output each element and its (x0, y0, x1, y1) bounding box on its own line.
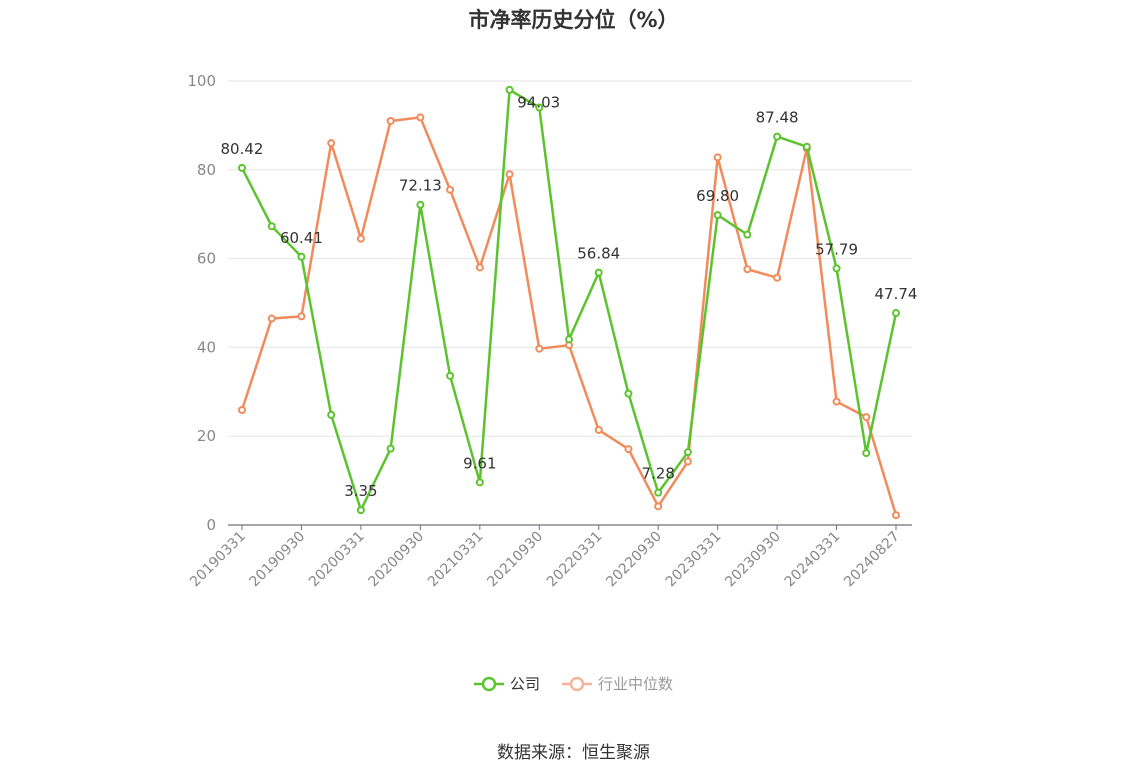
series-line-company (240, 88, 898, 512)
legend-item-industry-median[interactable]: 行业中位数 (562, 673, 673, 694)
data-point-company (475, 478, 484, 487)
x-tick-label: 20220930 (603, 529, 665, 591)
data-point-company (683, 448, 692, 457)
data-point-industry-median (386, 116, 395, 125)
grid-lines (228, 80, 912, 437)
data-point-industry-median (505, 170, 514, 179)
data-label: 60.41 (280, 229, 323, 247)
data-point-industry-median (535, 344, 544, 353)
data-point-company (535, 103, 544, 112)
data-point-company (565, 335, 573, 344)
x-tick-label: 20240331 (782, 529, 844, 591)
data-labels: 80.42 60.41 3.35 72.13 9.61 94.03 56.84 7.28 69.… (221, 94, 918, 501)
data-point-company (267, 222, 276, 231)
data-point-company (713, 211, 722, 220)
data-label: 72.13 (399, 177, 442, 195)
x-tick-label: 20230331 (663, 529, 725, 591)
data-point-company (327, 410, 336, 419)
data-point-industry-median (267, 314, 276, 323)
data-label: 9.61 (463, 454, 496, 472)
series-line-industry-median (240, 116, 898, 516)
data-point-company (624, 389, 633, 398)
data-label: 87.48 (756, 109, 799, 127)
chart-title: 市净率历史分位（%） (468, 8, 679, 32)
data-point-industry-median (297, 312, 306, 321)
data-point-industry-median (892, 511, 900, 520)
data-point-industry-median (773, 273, 782, 282)
data-point-company (743, 230, 752, 239)
legend-marker-company-icon (473, 676, 504, 691)
data-label: 80.42 (221, 140, 264, 158)
data-label: 94.03 (517, 94, 560, 112)
data-point-industry-median (594, 425, 603, 434)
x-tick-label: 20220331 (544, 529, 606, 591)
y-tick-label: 40 (197, 338, 216, 356)
data-point-company (446, 371, 455, 380)
data-point-company (416, 200, 425, 209)
data-point-industry-median (624, 445, 633, 454)
data-point-company (505, 85, 514, 94)
data-point-industry-median (238, 406, 246, 415)
data-point-industry-median (683, 457, 692, 466)
x-tick-label: 20210331 (425, 529, 487, 591)
data-point-industry-median (475, 263, 484, 272)
x-tick-label: 20190930 (247, 529, 309, 591)
x-tick-label: 20210930 (484, 529, 546, 591)
data-label: 47.74 (875, 285, 918, 303)
data-label: 56.84 (577, 245, 620, 263)
data-point-industry-median (327, 139, 336, 148)
x-tick-label: 20200331 (306, 529, 368, 591)
data-point-company (356, 506, 365, 515)
data-point-company (862, 449, 871, 458)
data-point-industry-median (416, 113, 425, 122)
y-tick-label: 0 (206, 516, 216, 534)
data-point-company (892, 309, 900, 318)
data-point-company (773, 132, 782, 141)
data-point-company (594, 268, 603, 277)
legend: 公司 行业中位数 (0, 673, 1147, 694)
data-point-industry-median (446, 185, 455, 194)
line-chart: 0 20 40 60 80 100 2019033120190930202003312020… (187, 72, 918, 591)
data-point-industry-median (356, 234, 365, 243)
data-label: 69.80 (696, 187, 739, 205)
x-tick-label: 20200930 (365, 529, 427, 591)
data-label: 7.28 (641, 465, 674, 483)
data-point-company (297, 252, 306, 261)
data-point-company (802, 142, 811, 151)
data-point-industry-median (713, 153, 722, 162)
series-lines (238, 85, 900, 520)
data-point-industry-median (862, 413, 871, 422)
legend-item-company[interactable]: 公司 (473, 673, 540, 694)
data-label: 57.79 (815, 240, 858, 258)
x-tick-label: 20240827 (841, 529, 903, 591)
y-tick-label: 100 (187, 72, 216, 90)
x-tick-label: 20230930 (722, 529, 784, 591)
data-label: 3.35 (344, 482, 377, 500)
legend-label-industry-median: 行业中位数 (598, 675, 674, 693)
y-tick-label: 20 (197, 427, 216, 445)
x-tick-label: 20190331 (187, 529, 249, 591)
data-point-industry-median (654, 502, 663, 511)
y-tick-label: 80 (197, 161, 216, 179)
y-tick-label: 60 (197, 250, 216, 268)
data-point-company (832, 264, 841, 273)
data-point-industry-median (743, 265, 752, 274)
data-point-industry-median (832, 397, 841, 406)
legend-marker-industry-median-icon (562, 676, 592, 691)
data-point-company (386, 444, 395, 453)
data-point-company (654, 488, 663, 497)
legend-label-company: 公司 (509, 675, 540, 693)
data-point-company (238, 163, 246, 172)
data-source: 数据来源：恒生聚源 (497, 743, 650, 763)
